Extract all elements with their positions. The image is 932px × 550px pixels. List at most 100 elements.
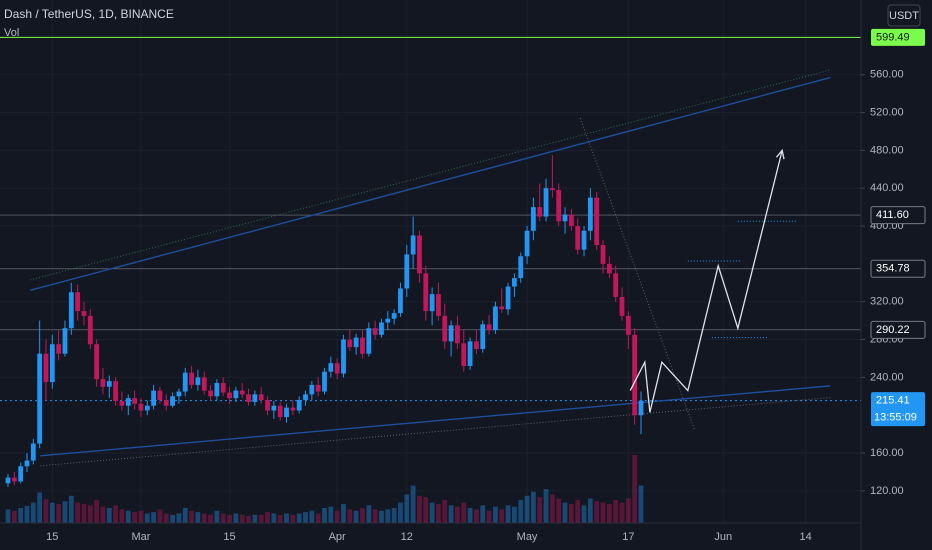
candle-body — [163, 400, 169, 406]
x-tick-label: 14 — [799, 531, 811, 543]
price-level-label: 215.41 — [876, 395, 910, 407]
volume-bar — [144, 513, 150, 523]
volume-bar — [341, 503, 346, 523]
volume-bar — [106, 508, 112, 523]
volume-bar — [549, 494, 555, 523]
currency-button[interactable] — [887, 4, 921, 27]
price-level-label: 411.60 — [876, 209, 909, 221]
volume-bar — [233, 513, 239, 523]
volume-bar — [486, 510, 492, 523]
candle-body — [499, 306, 505, 310]
volume-bar — [49, 502, 55, 523]
volume-bar — [448, 505, 454, 523]
candle-body — [575, 226, 581, 250]
candle-body — [638, 400, 644, 416]
candle-body — [144, 405, 150, 411]
countdown-label: 13:55:09 — [874, 412, 917, 424]
volume-bar — [455, 506, 460, 523]
volume-bar — [303, 512, 308, 523]
volume-bar — [556, 498, 562, 523]
candle-body — [543, 188, 549, 217]
candle-body — [81, 311, 87, 316]
volume-bar — [442, 499, 448, 523]
volume-bar — [170, 514, 175, 523]
volume-bar — [227, 514, 232, 523]
candle-body — [619, 296, 625, 316]
candle-body — [151, 390, 156, 406]
volume-bar — [493, 506, 498, 523]
volume-bar — [372, 509, 378, 523]
candle-body — [486, 324, 492, 331]
candle-body — [296, 400, 302, 411]
volume-bar — [195, 512, 201, 523]
price-level-label: 354.78 — [876, 263, 910, 275]
volume-bar — [518, 499, 524, 523]
candle-body — [360, 337, 365, 354]
y-tick-label: 160.00 — [870, 447, 904, 459]
candle-body — [284, 407, 289, 418]
volume-bar — [398, 502, 403, 523]
candle-body — [208, 390, 213, 397]
volume-bar — [417, 495, 422, 523]
volume-bar — [11, 510, 17, 523]
currency-button-label[interactable]: USDT — [889, 10, 919, 22]
volume-bar — [239, 514, 245, 523]
x-tick-label: 15 — [223, 531, 235, 543]
candle-body — [220, 383, 226, 393]
candle-body — [18, 466, 24, 482]
candle-body — [138, 403, 144, 411]
price-level-label: 599.49 — [876, 31, 910, 43]
candle-body — [455, 325, 460, 344]
projection-path — [629, 150, 783, 413]
volume-bar — [94, 499, 100, 523]
candle-body — [474, 341, 479, 349]
volume-bar — [543, 489, 549, 523]
price-level-tag — [871, 28, 925, 46]
candle-body — [132, 398, 137, 404]
candle-body — [227, 392, 232, 399]
volume-bar — [480, 505, 486, 523]
price-level-tag — [870, 320, 926, 339]
volume-bar — [18, 508, 24, 523]
volume-bar — [360, 508, 365, 523]
volume-bar — [429, 502, 435, 523]
candle-body — [87, 315, 93, 345]
candle-body — [106, 381, 112, 387]
candle-body — [290, 407, 296, 411]
candle-body — [328, 363, 334, 372]
candle-body — [322, 371, 327, 392]
candle-body — [252, 394, 258, 402]
candle-body — [448, 325, 454, 342]
y-tick-label: 240.00 — [870, 371, 904, 383]
volume-bar — [157, 509, 163, 523]
volume-bar — [505, 505, 511, 523]
candle-body — [556, 190, 562, 222]
y-tick-label: 560.00 — [870, 69, 904, 81]
volume-bar — [81, 503, 87, 523]
candle-body — [309, 384, 315, 395]
candle-body — [417, 235, 422, 274]
candle-body — [613, 273, 619, 297]
volume-bar — [537, 497, 543, 523]
volume-bar — [568, 503, 574, 523]
candle-body — [429, 294, 435, 312]
x-tick-label: Jun — [714, 531, 732, 543]
candle-body — [68, 292, 74, 329]
volume-bar — [461, 502, 467, 523]
volume-bar — [5, 509, 11, 523]
volume-bar — [379, 510, 384, 523]
candle-body — [372, 328, 378, 335]
volume-bar — [436, 503, 441, 523]
volume-bar — [214, 510, 220, 523]
volume-bar — [284, 513, 289, 523]
volume-bar — [176, 513, 182, 523]
x-tick-label: Mar — [131, 531, 150, 543]
candle-body — [524, 230, 530, 257]
candle-body — [493, 306, 498, 331]
candle-body — [379, 322, 384, 335]
candle-body — [94, 344, 100, 380]
candle-body — [467, 341, 473, 367]
candle-body — [581, 230, 587, 250]
trend-line — [40, 385, 831, 457]
